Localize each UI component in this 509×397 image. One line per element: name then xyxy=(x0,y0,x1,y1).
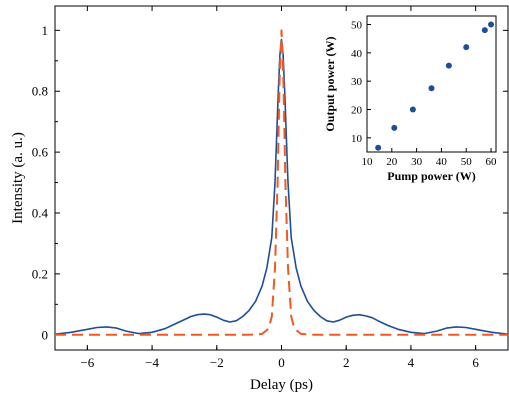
y-tick-label: 0.4 xyxy=(32,206,49,221)
x-tick-label: −4 xyxy=(145,355,159,370)
inset-x-tick-label: 50 xyxy=(461,156,473,168)
inset-y-tick-label: 20 xyxy=(351,105,363,117)
inset-data-point xyxy=(428,85,435,92)
x-tick-label: 0 xyxy=(278,355,285,370)
inset-y-tick-label: 30 xyxy=(351,76,363,88)
measured-trace-line xyxy=(54,38,509,335)
y-tick-label: 0.8 xyxy=(32,84,48,99)
x-axis-label: Delay (ps) xyxy=(250,377,313,393)
inset-x-tick-label: 60 xyxy=(486,156,498,168)
inset-x-tick-label: 40 xyxy=(436,156,448,168)
inset-y-tick-label: 40 xyxy=(351,48,363,60)
inset-data-point xyxy=(445,62,452,69)
inset-data-point xyxy=(463,44,470,51)
y-tick-label: 1 xyxy=(42,23,49,38)
x-tick-label: 2 xyxy=(343,355,350,370)
fitted-curve-line xyxy=(55,29,508,336)
x-tick-label: −2 xyxy=(210,355,224,370)
y-axis-label: Intensity (a. u.) xyxy=(10,132,26,224)
inset-x-tick-label: 20 xyxy=(386,156,398,168)
inset-data-point xyxy=(391,124,398,131)
x-tick-label: 6 xyxy=(472,355,479,370)
inset-y-tick-label: 50 xyxy=(351,20,363,32)
inset-x-tick-label: 10 xyxy=(362,156,374,168)
inset-data-point xyxy=(488,21,495,28)
inset-x-axis-label: Pump power (W) xyxy=(387,169,475,183)
inset-data-point xyxy=(375,144,382,151)
inset-frame xyxy=(366,15,497,153)
x-tick-label: −6 xyxy=(80,355,94,370)
inset-y-axis-label: Output power (W) xyxy=(323,36,337,131)
y-tick-label: 0.6 xyxy=(32,145,49,160)
x-tick-label: 4 xyxy=(408,355,415,370)
y-tick-label: 0 xyxy=(42,327,49,342)
inset-data-point xyxy=(481,27,488,34)
inset-data-point xyxy=(409,106,416,113)
inset-y-tick-label: 10 xyxy=(351,133,363,145)
inset-x-tick-label: 30 xyxy=(411,156,423,168)
y-tick-label: 0.2 xyxy=(32,266,48,281)
